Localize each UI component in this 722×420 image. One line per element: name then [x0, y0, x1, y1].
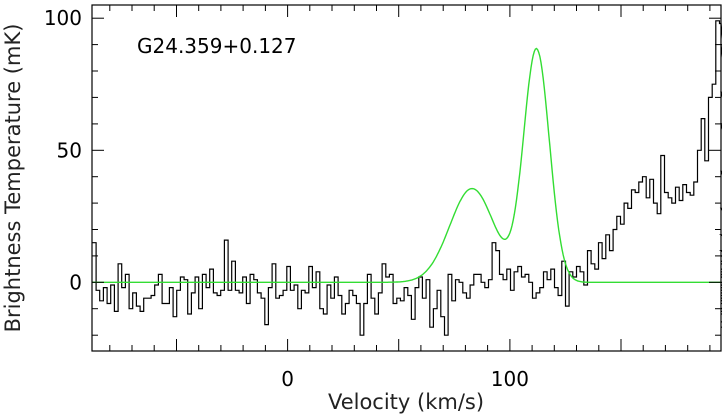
y-tick-label: 50 [57, 138, 82, 162]
x-tick-label: 100 [491, 367, 529, 391]
spectrum-line [92, 20, 722, 336]
y-axis: 0 50 100 [44, 6, 721, 336]
fit-series [92, 47, 721, 283]
gaussian-fit-line [92, 47, 721, 283]
y-tick-label: 0 [69, 270, 82, 294]
y-axis-label: Brightness Temperature (mK) [1, 24, 25, 333]
plot-frame [91, 4, 722, 352]
x-axis-label: Velocity (km/s) [328, 390, 484, 414]
x-tick-label: 0 [281, 367, 294, 391]
y-tick-label: 100 [44, 6, 82, 30]
spectrum-series [92, 20, 722, 336]
source-annotation: G24.359+0.127 [137, 34, 297, 58]
x-axis: 0 100 [109, 5, 711, 391]
